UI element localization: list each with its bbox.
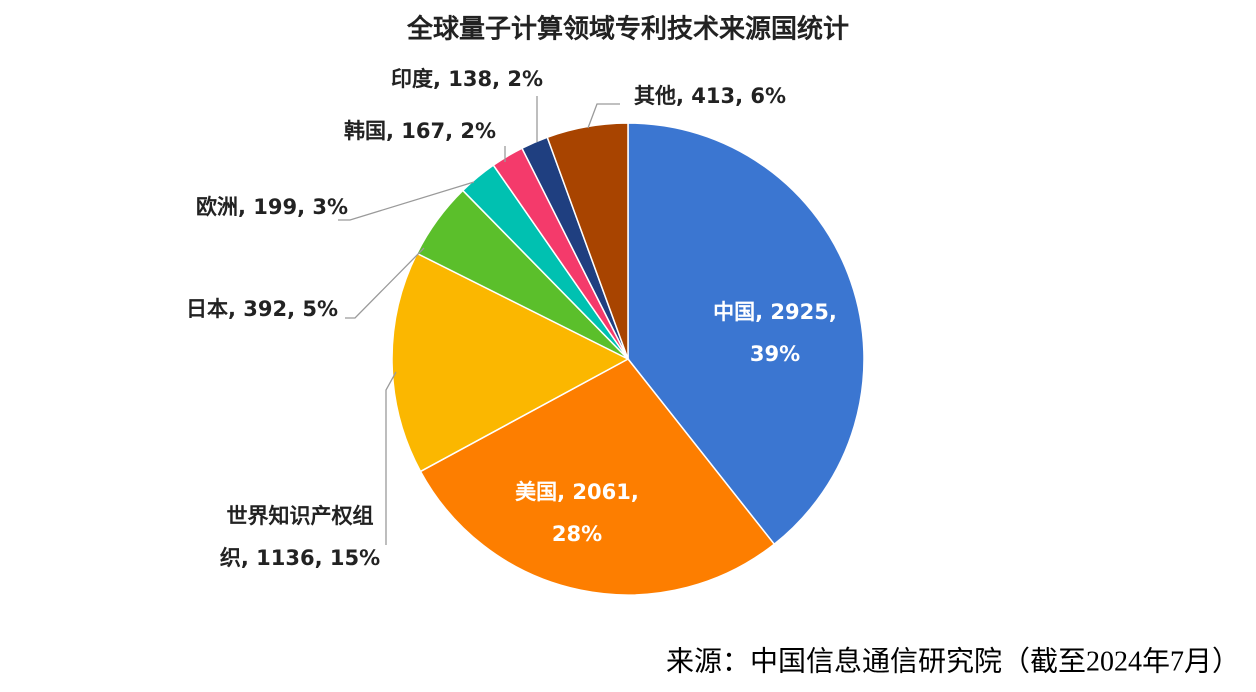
pie-slice <box>627 122 865 546</box>
leader-line <box>385 371 397 545</box>
data-label: 欧洲, 199, 3% <box>196 195 348 219</box>
leader-line <box>338 181 475 221</box>
chart-title: 全球量子计算领域专利技术来源国统计 <box>406 14 849 45</box>
data-label: 其他, 413, 6% <box>634 84 786 108</box>
data-label: 日本, 392, 5% <box>186 297 338 321</box>
data-label: 印度, 138, 2% <box>391 67 543 91</box>
leader-line <box>587 103 620 129</box>
pie-slice <box>391 252 630 473</box>
leader-line <box>345 247 425 319</box>
data-label: 28% <box>552 522 602 546</box>
data-label: 39% <box>750 342 800 366</box>
source-note: 来源：中国信息通信研究院（截至2024年7月） <box>666 645 1240 677</box>
data-label: 世界知识产权组 <box>227 504 374 528</box>
data-label: 美国, 2061, <box>515 480 639 504</box>
data-label: 韩国, 167, 2% <box>344 119 496 143</box>
pie-slice <box>419 358 776 596</box>
data-label: 织, 1136, 15% <box>220 546 380 570</box>
data-label: 中国, 2925, <box>713 300 837 324</box>
pie-slice <box>546 122 629 360</box>
